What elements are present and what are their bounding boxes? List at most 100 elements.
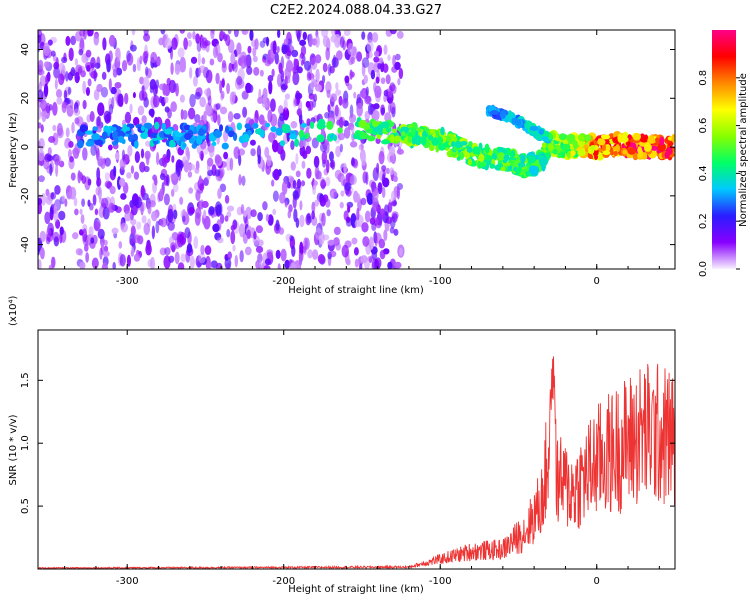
- spectrogram-noise-mark: [112, 63, 118, 72]
- spectrogram-noise-mark: [351, 237, 358, 245]
- spectrogram-noise-mark: [279, 192, 286, 204]
- spectrogram-noise-mark: [363, 74, 368, 84]
- spectrogram-noise-mark: [321, 150, 328, 165]
- spectrogram-noise-mark: [333, 237, 339, 247]
- spectrogram-noise-mark: [366, 39, 374, 54]
- spectrogram-noise-mark: [354, 192, 361, 203]
- spectrogram-noise-mark: [315, 84, 322, 92]
- spectrogram-noise-mark: [343, 30, 351, 37]
- spectrogram-ridge-mark: [647, 137, 654, 144]
- spectrogram-noise-mark: [179, 231, 187, 246]
- spectrogram-noise-mark: [226, 211, 232, 218]
- spectrogram-noise-mark: [204, 88, 211, 97]
- spectrogram-noise-mark: [265, 36, 270, 47]
- spectrogram-noise-mark: [182, 155, 187, 166]
- spectrogram-noise-mark: [102, 37, 107, 51]
- spectrogram-noise-mark: [52, 101, 58, 116]
- spectrogram-ridge-mark: [609, 148, 614, 156]
- spectrogram-noise-mark: [298, 252, 303, 266]
- spectrogram-noise-mark: [331, 57, 339, 68]
- spectrogram-noise-mark: [177, 47, 185, 58]
- spectrogram-noise-mark: [78, 171, 83, 180]
- spectrogram-noise-mark: [175, 164, 181, 177]
- spectrogram-noise-mark: [65, 71, 69, 82]
- spectrogram-ridge-mark: [566, 151, 571, 159]
- spectrogram-noise-mark: [108, 34, 116, 47]
- spectrogram-noise-mark: [375, 137, 381, 144]
- spectrogram-noise-mark: [343, 127, 351, 139]
- spectrogram-noise-mark: [364, 95, 372, 105]
- spectrogram-ridge-mark: [450, 151, 457, 158]
- spectrogram-noise-mark: [46, 155, 54, 162]
- spectrogram-noise-mark: [58, 210, 66, 221]
- spectrogram-noise-mark: [85, 86, 90, 96]
- spectrogram-ridge-mark: [431, 137, 439, 146]
- spectrogram-noise-mark: [82, 99, 87, 110]
- spectrogram-ridge-mark: [489, 163, 496, 169]
- spectrogram-noise-mark: [312, 98, 317, 108]
- spectrogram-noise-mark: [38, 259, 42, 269]
- spectrogram-noise-mark: [215, 262, 223, 269]
- spectrogram-noise-mark: [310, 78, 315, 90]
- spectrogram-noise-mark: [51, 256, 55, 268]
- spectrogram-noise-mark: [39, 230, 47, 243]
- spectrogram-noise-mark: [38, 201, 43, 215]
- spectrogram-noise-mark: [262, 94, 267, 104]
- spectrogram-ridge-mark: [429, 129, 436, 134]
- spectrogram-noise-mark: [339, 36, 345, 49]
- spectrogram-noise-mark: [259, 40, 266, 48]
- spectrogram-noise-mark: [379, 208, 386, 219]
- spectrogram-noise-mark: [58, 73, 65, 86]
- spectrogram-noise-mark: [398, 67, 404, 80]
- spectrogram-noise-mark: [245, 82, 252, 94]
- spectrogram-noise-mark: [305, 100, 311, 108]
- spectrogram-noise-mark: [112, 261, 116, 269]
- spectrogram-noise-mark: [73, 197, 78, 207]
- spectrogram-noise-mark: [329, 65, 335, 74]
- colorbar-tick-label: 0.0: [698, 261, 709, 277]
- spectrogram-noise-mark: [203, 110, 207, 125]
- spectrogram-noise-mark: [359, 263, 363, 269]
- spectrogram-noise-mark: [233, 112, 241, 120]
- spectrogram-ridge-mark: [617, 133, 624, 143]
- spectrogram-noise-mark: [149, 85, 154, 94]
- spectrogram-noise-mark: [299, 214, 305, 228]
- spectrogram-noise-mark: [306, 118, 311, 127]
- spectrogram-noise-mark: [246, 66, 253, 75]
- spectrogram-noise-mark: [49, 163, 53, 176]
- spectrogram-noise-mark: [52, 132, 59, 146]
- spectrogram-noise-mark: [292, 71, 300, 86]
- spectrogram-noise-mark: [383, 229, 388, 242]
- spectrogram-noise-mark: [338, 95, 343, 106]
- spectrogram-y-tick-label: -20: [20, 188, 31, 204]
- spectrogram-noise-mark: [201, 57, 206, 65]
- spectrogram-noise-mark: [267, 109, 273, 123]
- spectrogram-noise-mark: [40, 192, 47, 206]
- spectrogram-noise-mark: [253, 231, 257, 240]
- spectrogram-noise-mark: [124, 210, 132, 222]
- spectrogram-noise-mark: [148, 108, 155, 117]
- spectrogram-noise-mark: [159, 173, 166, 181]
- spectrogram-noise-mark: [81, 175, 87, 184]
- snr-x-tick-label: -100: [429, 576, 452, 587]
- spectrogram-noise-mark: [224, 215, 229, 222]
- spectrogram-branch-mark: [499, 110, 507, 119]
- spectrogram-noise-mark: [394, 261, 402, 269]
- spectrogram-noise-mark: [233, 146, 240, 159]
- spectrogram-ridge-mark: [236, 122, 243, 131]
- spectrogram-noise-mark: [155, 151, 160, 166]
- spectrogram-noise-mark: [43, 42, 50, 57]
- spectrogram-noise-mark: [379, 249, 386, 260]
- spectrogram-ridge-mark: [76, 140, 84, 149]
- spectrogram-noise-mark: [300, 180, 306, 187]
- spectrogram-noise-mark: [325, 47, 331, 61]
- spectrogram-noise-mark: [389, 82, 396, 92]
- spectrogram-noise-mark: [215, 103, 221, 110]
- spectrogram-noise-mark: [180, 108, 184, 120]
- spectrogram-noise-mark: [269, 98, 276, 112]
- spectrogram-noise-mark: [58, 62, 65, 73]
- spectrogram-noise-mark: [108, 78, 112, 91]
- spectrogram-noise-mark: [142, 51, 149, 64]
- spectrogram-noise-mark: [330, 191, 335, 200]
- spectrogram-noise-mark: [361, 57, 370, 69]
